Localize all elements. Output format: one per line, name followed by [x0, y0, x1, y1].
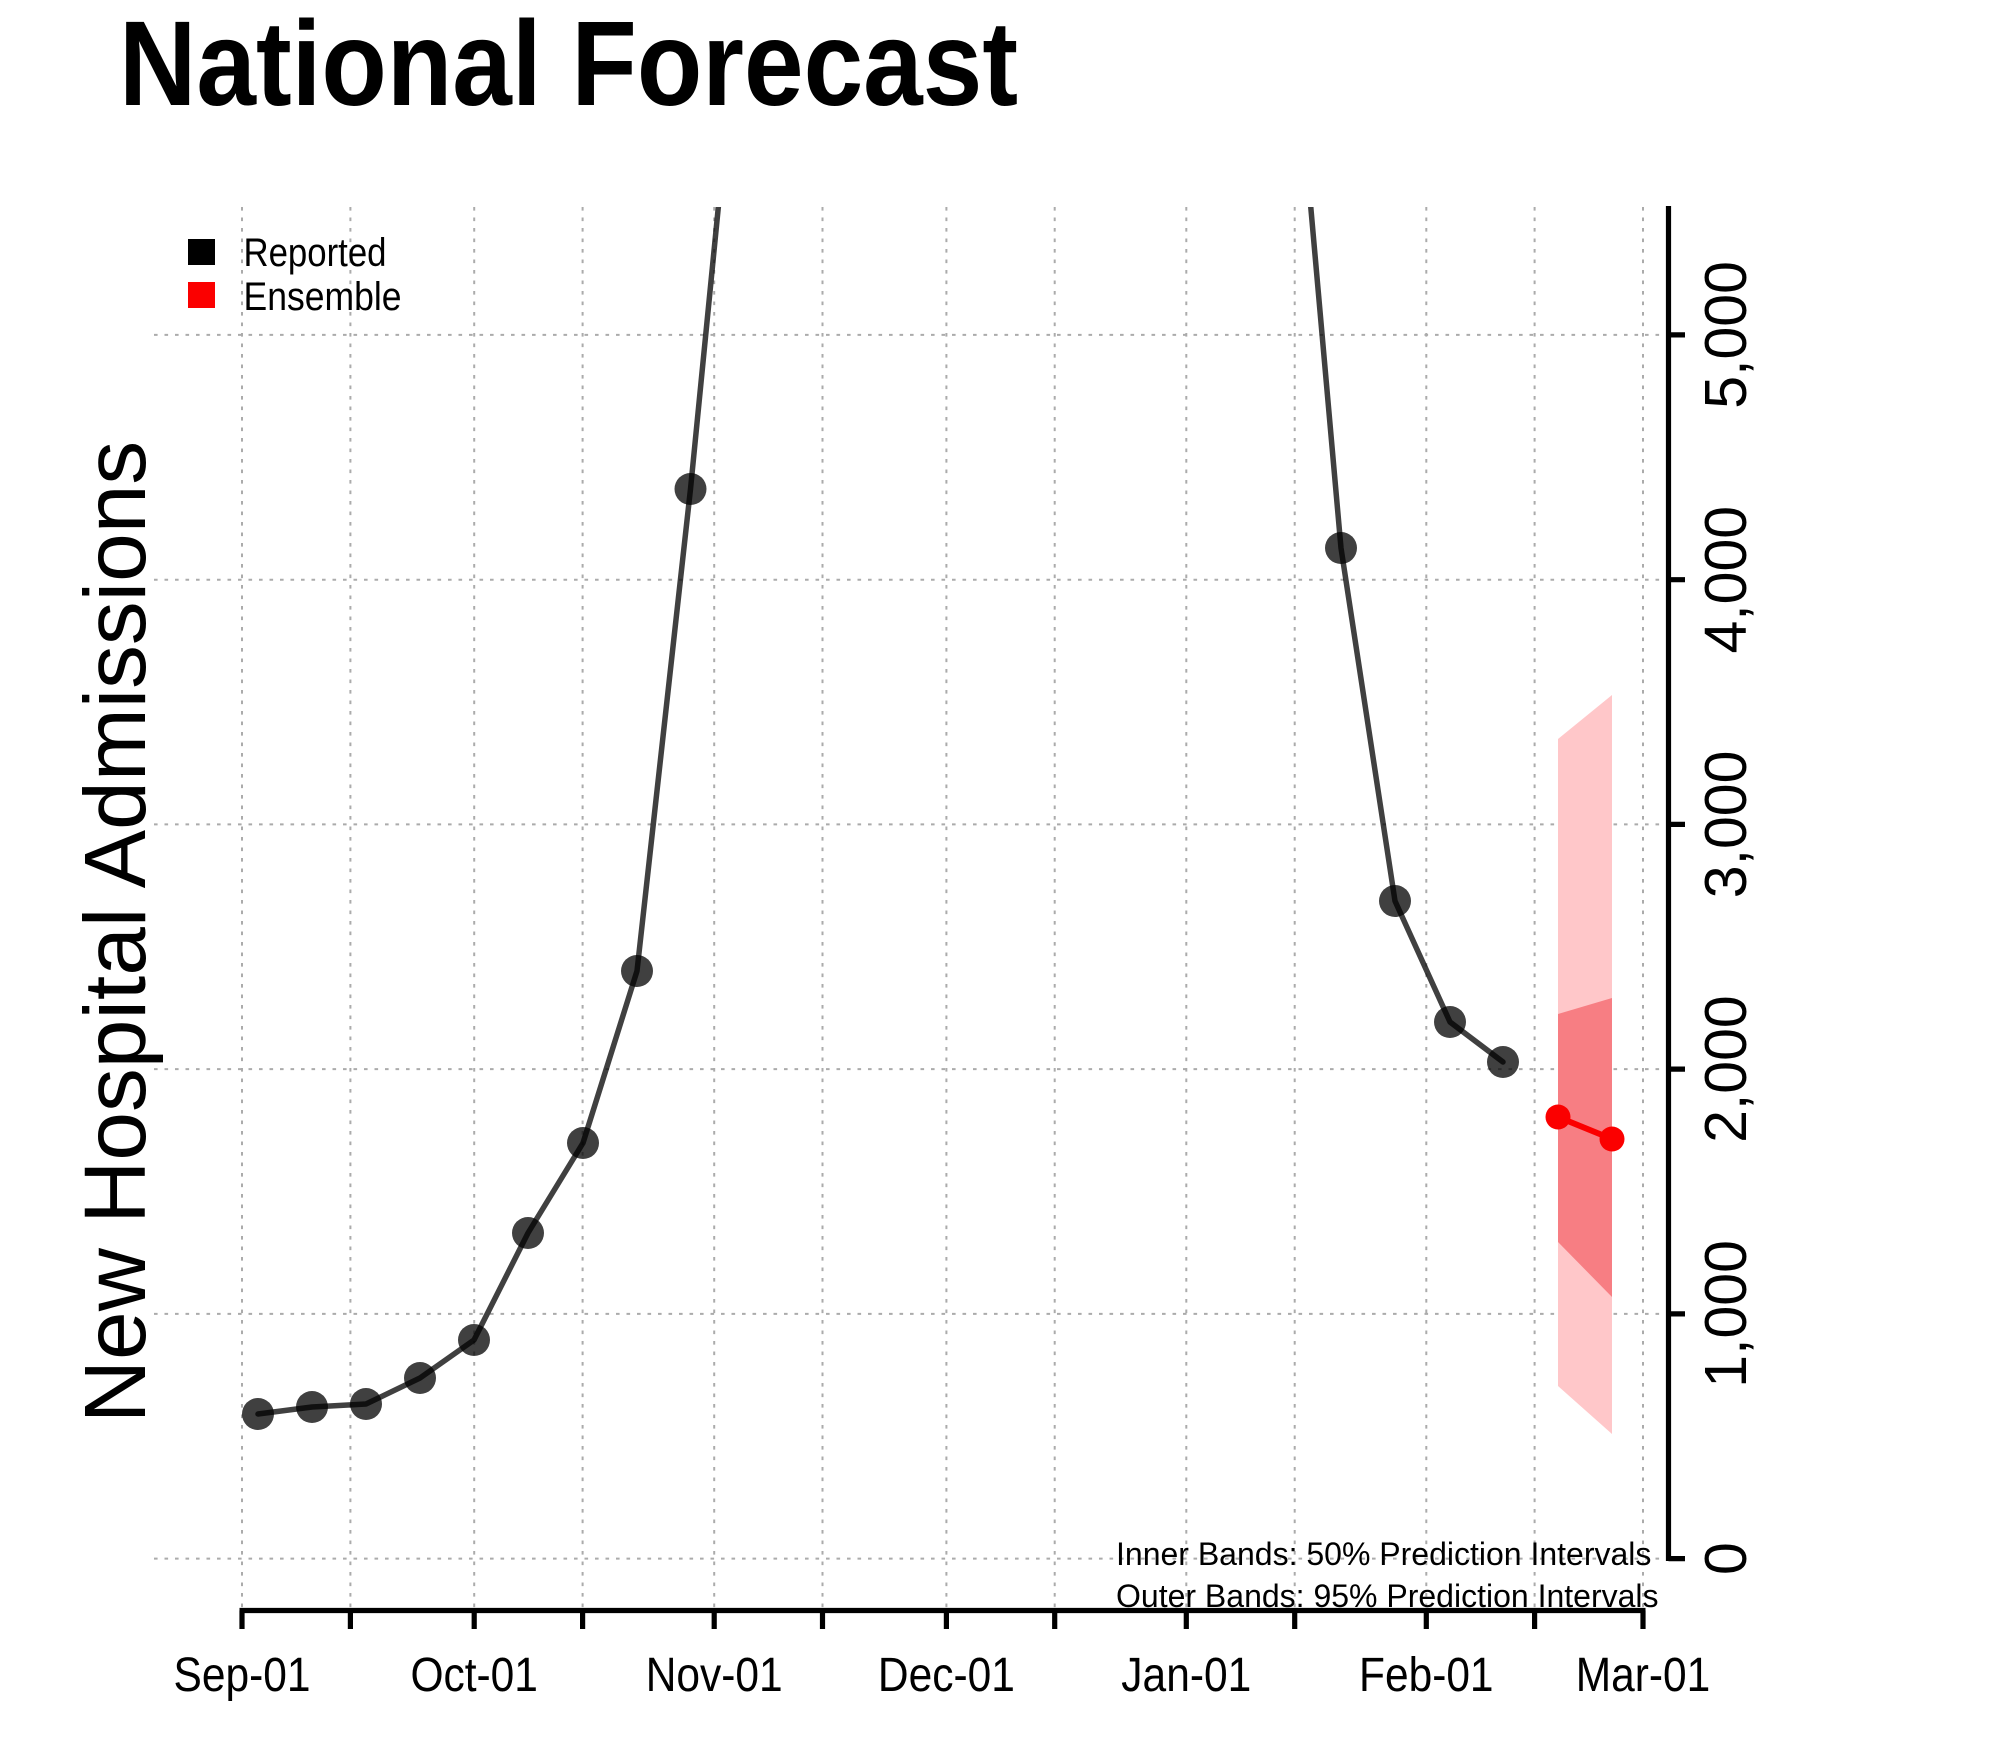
svg-text:Oct-01: Oct-01	[410, 1649, 538, 1702]
svg-text:1,000: 1,000	[1693, 1240, 1759, 1388]
svg-text:3,000: 3,000	[1693, 751, 1759, 899]
svg-text:Dec-01: Dec-01	[878, 1649, 1015, 1702]
svg-text:Mar-01: Mar-01	[1576, 1649, 1711, 1702]
svg-text:Outer Bands: 95% Prediction In: Outer Bands: 95% Prediction Intervals	[1116, 1578, 1659, 1614]
svg-text:Feb-01: Feb-01	[1359, 1649, 1494, 1702]
svg-text:Inner Bands: 50% Prediction In: Inner Bands: 50% Prediction Intervals	[1116, 1536, 1651, 1572]
svg-text:4,000: 4,000	[1693, 506, 1759, 654]
svg-text:Nov-01: Nov-01	[646, 1649, 783, 1702]
svg-text:2,000: 2,000	[1693, 995, 1759, 1143]
svg-text:National Forecast: National Forecast	[119, 0, 1018, 131]
svg-text:5,000: 5,000	[1693, 261, 1759, 409]
svg-text:Reported: Reported	[244, 231, 387, 275]
svg-text:Sep-01: Sep-01	[174, 1649, 311, 1702]
svg-text:0: 0	[1693, 1542, 1759, 1575]
svg-text:Ensemble: Ensemble	[244, 275, 402, 319]
svg-text:New Hospital Admissions: New Hospital Admissions	[66, 441, 164, 1423]
svg-text:Jan-01: Jan-01	[1121, 1649, 1251, 1702]
